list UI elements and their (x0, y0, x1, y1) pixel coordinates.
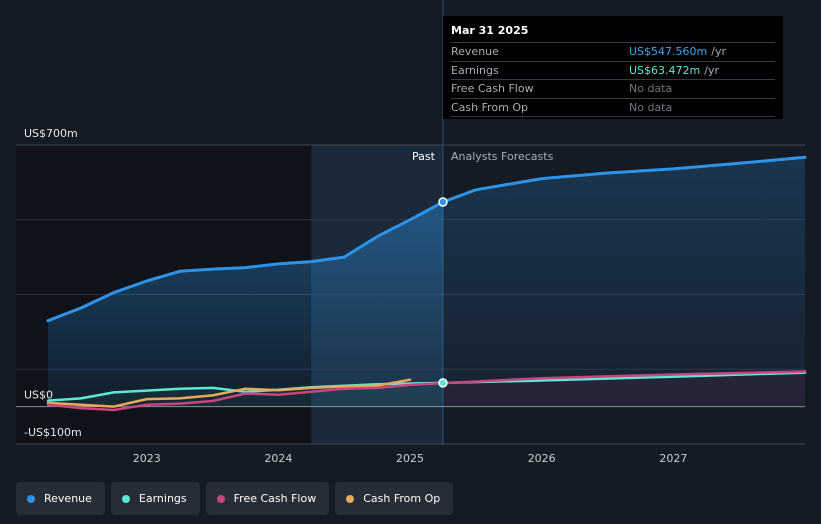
revenue-forecast-area (443, 157, 805, 407)
tooltip-row-value: No data (629, 82, 673, 95)
tooltip-row-value: No data (629, 100, 673, 114)
y-tick-label: -US$100m (24, 426, 82, 439)
legend-dot-cash-from-op (346, 494, 355, 503)
tooltip-row-unit: /yr (711, 45, 726, 58)
forecast-label: Analysts Forecasts (451, 150, 554, 163)
tooltip-row-name: Earnings (451, 63, 499, 77)
tooltip-date: Mar 31 2025 (451, 24, 529, 37)
chart: US$700m US$0 -US$100m 2023 2024 2025 2026 2027 P… (16, 0, 807, 465)
free-cash-flow-line (46, 381, 445, 412)
past-label: Past (412, 150, 436, 163)
y-tick-label: US$0 (24, 389, 53, 402)
cash-from-op-line (46, 378, 412, 408)
tooltip: Mar 31 2025 Revenue US$547.560m /yr Earn… (443, 16, 783, 119)
legend-item-revenue[interactable]: Revenue (16, 482, 105, 515)
legend-label: Revenue (44, 492, 92, 505)
tooltip-row-free-cash-flow: Free Cash Flow No data (451, 79, 775, 98)
x-tick-label: 2024 (264, 452, 292, 465)
legend-label: Earnings (138, 492, 187, 505)
legend-item-free-cash-flow[interactable]: Free Cash Flow (205, 482, 330, 515)
tooltip-row-name: Cash From Op (451, 100, 529, 114)
legend-label: Free Cash Flow (233, 492, 317, 505)
revenue-line (46, 200, 445, 323)
tooltip-row-earnings: Earnings US$63.472m /yr (451, 60, 775, 80)
tooltip-row-name: Revenue (451, 45, 499, 58)
y-tick-label: US$700m (24, 127, 78, 140)
x-tick-label: 2023 (133, 452, 161, 465)
x-tick-label: 2025 (396, 452, 424, 465)
revenue-marker (438, 197, 448, 207)
legend-item-cash-from-op[interactable]: Cash From Op (335, 482, 454, 515)
x-tick-label: 2027 (659, 452, 687, 465)
revenue-forecast-line (441, 155, 807, 204)
tooltip-row-unit: /yr (704, 63, 719, 77)
legend-label: Cash From Op (363, 492, 441, 505)
x-tick-label: 2026 (528, 452, 556, 465)
tooltip-row-value: US$63.472m (629, 63, 701, 77)
legend-dot-revenue (27, 494, 35, 503)
earnings-line (46, 381, 445, 402)
free-cash-flow-forecast-line (441, 370, 807, 385)
revenue-area (48, 202, 443, 407)
legend: Revenue Earnings Free Cash Flow Cash Fro… (16, 482, 454, 515)
legend-item-earnings[interactable]: Earnings (110, 482, 200, 515)
tooltip-row-cash-from-op: Cash From Op No data (451, 97, 775, 117)
legend-dot-earnings (121, 494, 130, 503)
legend-dot-free-cash-flow (216, 494, 225, 503)
earnings-marker (438, 378, 448, 388)
tooltip-row-value: US$547.560m (629, 45, 708, 58)
tooltip-row-revenue: Revenue US$547.560m /yr (451, 42, 775, 61)
tooltip-row-name: Free Cash Flow (451, 82, 534, 95)
